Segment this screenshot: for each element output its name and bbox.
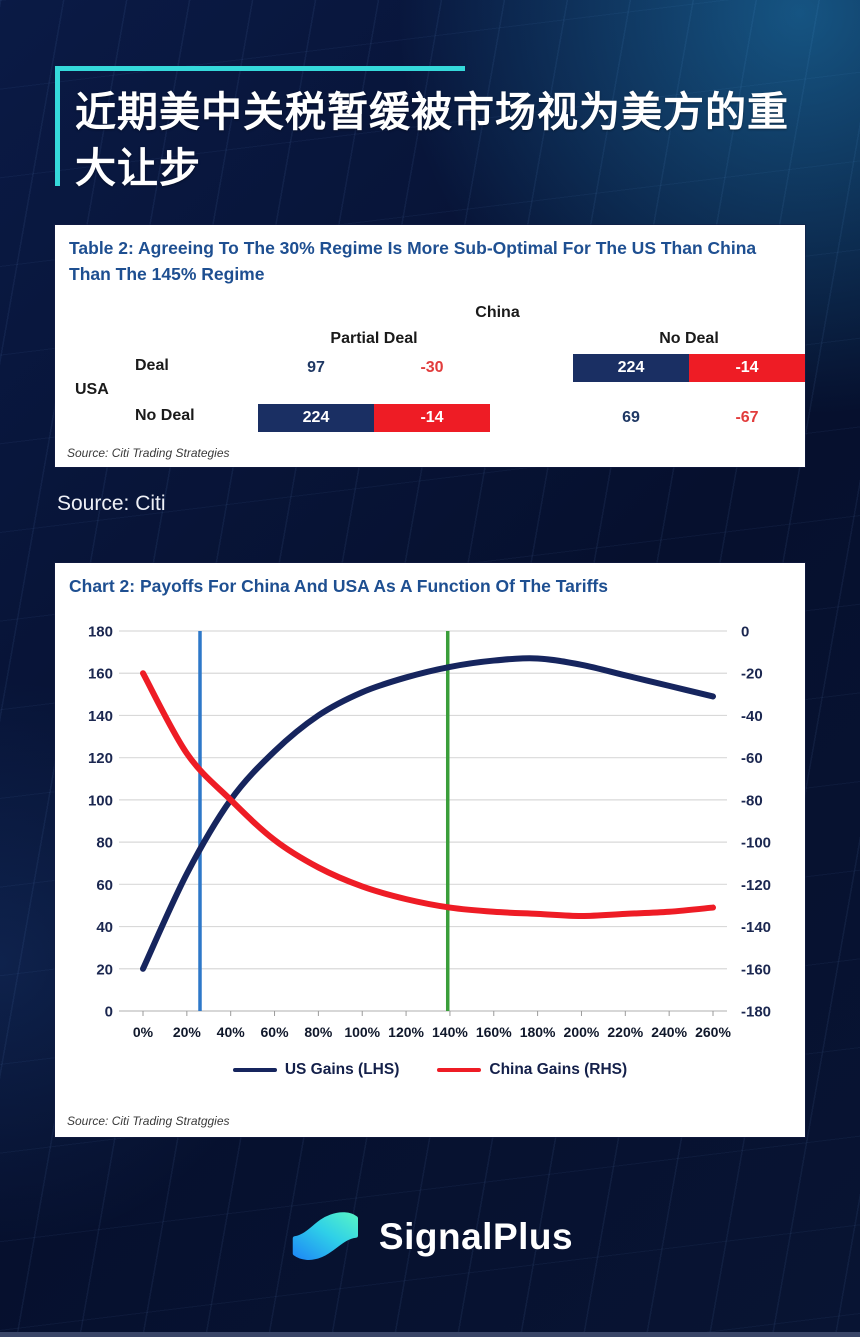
svg-text:60%: 60% <box>261 1024 290 1040</box>
us-payoff-value: 224 <box>258 404 374 432</box>
svg-text:-20: -20 <box>741 666 763 683</box>
svg-text:40: 40 <box>96 919 113 936</box>
svg-text:220%: 220% <box>607 1024 643 1040</box>
signalplus-logo-icon <box>292 1212 358 1260</box>
accent-left-bar <box>55 66 60 186</box>
svg-text:20: 20 <box>96 961 113 978</box>
table-source: Source: Citi Trading Strategies <box>67 446 230 460</box>
legend-label: China Gains (RHS) <box>489 1061 628 1078</box>
svg-text:-80: -80 <box>741 792 763 809</box>
svg-text:80%: 80% <box>304 1024 333 1040</box>
page-title-line-1: 近期美中关税暂缓被市场视为美方的重 <box>75 89 789 135</box>
cell-nodeal-nodeal: 69 -67 <box>573 404 805 432</box>
svg-text:100: 100 <box>88 792 113 809</box>
svg-text:-160: -160 <box>741 961 771 978</box>
payoff-chart-card: Chart 2: Payoffs For China And USA As A … <box>55 563 805 1137</box>
svg-text:160%: 160% <box>476 1024 512 1040</box>
svg-text:0%: 0% <box>133 1024 154 1040</box>
svg-text:120%: 120% <box>388 1024 424 1040</box>
headline-block: 近期美中关税暂缓被市场视为美方的重 大让步 <box>55 66 815 196</box>
svg-text:80: 80 <box>96 835 113 852</box>
chart-legend: US Gains (LHS) China Gains (RHS) <box>55 1061 805 1079</box>
page-title: 近期美中关税暂缓被市场视为美方的重 大让步 <box>55 66 815 196</box>
column-header-partial-deal: Partial Deal <box>330 330 418 347</box>
svg-text:100%: 100% <box>344 1024 380 1040</box>
us-payoff-value: 224 <box>573 354 689 382</box>
svg-text:0: 0 <box>105 1004 113 1021</box>
china-payoff-value: -14 <box>689 354 805 382</box>
column-header-no-deal: No Deal <box>659 330 719 347</box>
svg-text:-120: -120 <box>741 877 771 894</box>
svg-text:60: 60 <box>96 877 113 894</box>
chart-title: Chart 2: Payoffs For China And USA As A … <box>69 576 608 596</box>
row-header-no-deal: No Deal <box>135 407 195 424</box>
legend-item-us-gains: US Gains (LHS) <box>232 1061 400 1079</box>
svg-text:40%: 40% <box>217 1024 246 1040</box>
payoff-chart: 0 -180 20 -160 40 -140 60 -120 80 -100 100 -80 120 -6… <box>88 624 771 1041</box>
table-title: Table 2: Agreeing To The 30% Regime Is M… <box>69 238 757 284</box>
svg-text:140%: 140% <box>432 1024 468 1040</box>
page-title-line-2: 大让步 <box>75 145 201 191</box>
svg-text:140: 140 <box>88 708 113 725</box>
legend-label: US Gains (LHS) <box>284 1061 400 1078</box>
bottom-edge-strip <box>0 1332 860 1337</box>
svg-text:-40: -40 <box>741 708 763 725</box>
svg-text:-100: -100 <box>741 835 771 852</box>
svg-text:180: 180 <box>88 624 113 641</box>
svg-text:160: 160 <box>88 666 113 683</box>
chart-source: Source: Citi Trading Stratggies <box>67 1114 230 1128</box>
china-payoff-value: -30 <box>420 359 444 376</box>
accent-top-bar <box>55 66 465 71</box>
brand-footer: SignalPlus <box>0 1198 860 1276</box>
svg-text:200%: 200% <box>564 1024 600 1040</box>
svg-text:260%: 260% <box>695 1024 731 1040</box>
us-payoff-value: 97 <box>307 359 325 376</box>
china-gains-line-swatch <box>437 1067 482 1073</box>
us-payoff-value: 69 <box>622 409 640 426</box>
svg-text:20%: 20% <box>173 1024 202 1040</box>
cell-deal-nodeal: 224 -14 <box>573 354 805 382</box>
china-payoff-value: -14 <box>374 404 490 432</box>
svg-text:-60: -60 <box>741 750 763 767</box>
source-note: Source: Citi <box>57 492 166 515</box>
legend-item-china-gains: China Gains (RHS) <box>437 1061 627 1079</box>
svg-text:240%: 240% <box>651 1024 687 1040</box>
row-group-label-usa: USA <box>75 381 109 398</box>
row-header-deal: Deal <box>135 357 169 374</box>
payoff-table-card: Table 2: Agreeing To The 30% Regime Is M… <box>55 225 805 467</box>
brand-name: SignalPlus <box>378 1216 574 1257</box>
us-gains-line-swatch <box>232 1067 277 1073</box>
svg-text:0: 0 <box>741 624 749 641</box>
column-group-label-china: China <box>475 304 520 321</box>
cell-nodeal-partialdeal: 224 -14 <box>258 404 490 432</box>
svg-text:-140: -140 <box>741 919 771 936</box>
svg-text:120: 120 <box>88 750 113 767</box>
cell-deal-partialdeal: 97 -30 <box>258 354 490 382</box>
svg-text:180%: 180% <box>520 1024 556 1040</box>
china-payoff-value: -67 <box>735 409 759 426</box>
svg-text:-180: -180 <box>741 1004 771 1021</box>
